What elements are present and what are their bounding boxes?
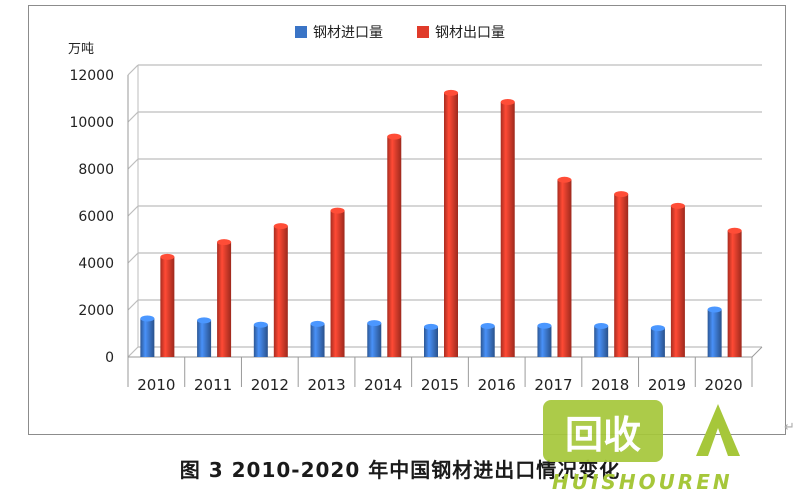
y-axis-unit: 万吨 xyxy=(68,42,95,57)
import-bar-2015 xyxy=(424,326,438,357)
y-tick-label: 0 xyxy=(105,350,114,366)
import-bar-2012 xyxy=(253,324,268,357)
gridline-side xyxy=(127,299,139,311)
x-tick-label: 2010 xyxy=(137,376,175,394)
y-tick-label: 6000 xyxy=(78,209,114,225)
chart-legend: 钢材进口量 钢材出口量 xyxy=(0,22,800,42)
export-bar-2013 xyxy=(330,210,345,357)
import-bar-2016 xyxy=(480,325,495,357)
import-bar-2020 xyxy=(707,309,722,357)
export-bar-top-2015 xyxy=(444,89,458,96)
export-bar-top-2012 xyxy=(273,223,288,230)
x-tick-label: 2015 xyxy=(421,376,459,394)
y-tick-label: 10000 xyxy=(69,115,114,131)
paragraph-mark: ↵ xyxy=(784,420,795,435)
export-bar-top-2020 xyxy=(727,227,742,234)
legend-item-import: 钢材进口量 xyxy=(295,22,383,42)
export-bar-top-2014 xyxy=(387,133,402,140)
x-axis-depth xyxy=(751,346,763,358)
gridline-side xyxy=(127,252,139,264)
export-bar-2016 xyxy=(500,102,515,358)
watermark-brand: HUISHOUREN xyxy=(552,470,733,494)
import-bar-top-2015 xyxy=(424,323,438,330)
y-tick-label: 4000 xyxy=(78,256,114,272)
export-bar-2020 xyxy=(727,230,742,357)
export-bar-top-2011 xyxy=(217,239,232,246)
import-bar-2017 xyxy=(537,325,552,357)
gridline-side xyxy=(127,346,139,358)
y-tick-label: 8000 xyxy=(78,162,114,178)
export-bar-2012 xyxy=(273,226,288,357)
import-bar-2011 xyxy=(197,320,212,357)
export-bar-2010 xyxy=(160,256,175,357)
legend-item-export: 钢材出口量 xyxy=(417,22,505,42)
export-bar-top-2018 xyxy=(614,191,629,198)
watermark-logo: 回收 xyxy=(543,400,663,462)
export-bar-2014 xyxy=(387,136,402,357)
import-bar-2010 xyxy=(140,318,155,357)
legend-swatch-export xyxy=(417,26,429,38)
import-bar-top-2013 xyxy=(310,320,325,327)
export-bar-2017 xyxy=(557,179,572,357)
import-bar-2019 xyxy=(650,328,665,357)
x-tick-label: 2011 xyxy=(194,376,232,394)
import-bar-top-2019 xyxy=(650,325,665,332)
import-bar-top-2014 xyxy=(367,320,382,327)
export-bar-2019 xyxy=(670,205,685,357)
import-bar-top-2010 xyxy=(140,315,155,322)
import-bar-top-2012 xyxy=(253,321,268,328)
import-bar-2014 xyxy=(367,323,382,357)
import-bar-top-2017 xyxy=(537,322,552,329)
x-tick-label: 2014 xyxy=(364,376,402,394)
x-tick-label: 2018 xyxy=(591,376,629,394)
x-tick-label: 2013 xyxy=(307,376,345,394)
export-bar-2015 xyxy=(444,92,458,358)
x-tick-label: 2012 xyxy=(251,376,289,394)
y-tick-label: 2000 xyxy=(78,303,114,319)
x-tick-label: 2016 xyxy=(478,376,516,394)
import-bar-top-2018 xyxy=(594,322,609,329)
chart-frame xyxy=(28,5,786,435)
export-bar-top-2016 xyxy=(500,99,515,106)
import-bar-top-2011 xyxy=(197,317,212,324)
export-bar-top-2019 xyxy=(670,202,685,209)
export-bar-2011 xyxy=(217,242,232,357)
import-bar-2018 xyxy=(594,325,609,357)
gridline-side xyxy=(127,111,139,123)
gridline-side xyxy=(127,158,139,170)
gridline-side xyxy=(127,64,139,76)
x-tick-label: 2020 xyxy=(705,376,743,394)
y-tick-label: 12000 xyxy=(69,68,114,84)
export-bar-2018 xyxy=(614,194,629,357)
x-tick-label: 2019 xyxy=(648,376,686,394)
x-tick-label: 2017 xyxy=(534,376,572,394)
figure-caption: 图 3 2010-2020 年中国钢材进出口情况变化 xyxy=(179,458,621,482)
legend-swatch-import xyxy=(295,26,307,38)
legend-label-import: 钢材进口量 xyxy=(313,25,383,41)
export-bar-top-2017 xyxy=(557,176,572,183)
watermark-leaf-icon xyxy=(696,404,740,456)
import-bar-top-2020 xyxy=(707,306,722,313)
gridline-side xyxy=(127,205,139,217)
import-bar-2013 xyxy=(310,323,325,357)
export-bar-top-2013 xyxy=(330,207,345,214)
legend-label-export: 钢材出口量 xyxy=(435,25,505,41)
import-bar-top-2016 xyxy=(480,322,495,329)
export-bar-top-2010 xyxy=(160,253,175,260)
